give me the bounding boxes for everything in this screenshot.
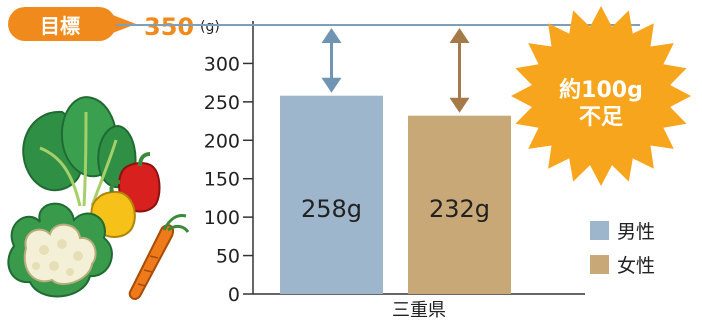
spinach-icon <box>22 96 137 207</box>
y-tick-label: 150 <box>204 169 240 191</box>
y-axis-tick-labels: 0 50 100 150 200 250 300 <box>204 53 240 306</box>
shortfall-text: 不足 <box>579 105 623 130</box>
bar-male <box>280 95 383 294</box>
arrow-head-down <box>321 77 342 93</box>
bar-female <box>408 115 511 294</box>
y-axis-unit: (g) <box>200 19 220 35</box>
legend-label: 女性 <box>617 255 655 277</box>
bar-value-labels: 258g 232g <box>301 195 490 223</box>
bar-value-label: 258g <box>301 195 362 223</box>
arrow-head-down <box>449 97 470 113</box>
bar-value-label: 232g <box>429 195 490 223</box>
target-label: 目標 <box>40 14 80 38</box>
burst-shape <box>511 6 691 186</box>
y-tick-label: 50 <box>216 246 240 268</box>
y-tick-label: 300 <box>204 53 240 75</box>
y-tick-label: 0 <box>228 284 240 306</box>
target-value: 350 <box>144 13 194 41</box>
carrot-icon <box>128 214 190 300</box>
arrow-head-up <box>321 28 342 43</box>
gap-arrows <box>321 28 470 113</box>
shortfall-amount: 約100g <box>559 77 643 103</box>
y-tick-label: 250 <box>204 92 240 114</box>
legend-entry-female: 女性 <box>590 255 655 277</box>
legend-entry-male: 男性 <box>590 221 655 243</box>
y-tick-label: 200 <box>204 130 240 152</box>
legend-swatch <box>590 255 609 274</box>
x-category-label: 三重県 <box>392 300 446 321</box>
legend-label: 男性 <box>617 221 655 243</box>
legend-swatch <box>590 221 609 240</box>
y-axis-ticks <box>243 24 253 295</box>
arrow-head-up <box>449 28 470 43</box>
vegetables-illustration <box>7 96 190 300</box>
cauliflower-icon <box>7 202 113 298</box>
shortfall-badge: 約100g 不足 <box>511 6 691 186</box>
bars <box>280 95 511 294</box>
y-tick-label: 100 <box>204 207 240 229</box>
